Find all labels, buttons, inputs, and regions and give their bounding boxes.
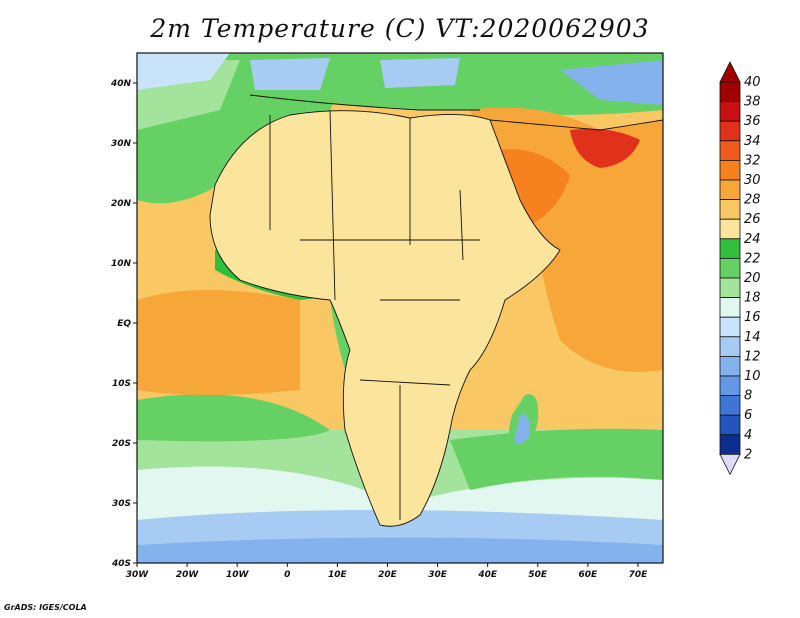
colorbar-label: 28	[744, 193, 761, 208]
colorbar-label: 2	[744, 447, 752, 462]
colorbar-swatch	[719, 140, 741, 161]
colorbar-swatch	[719, 375, 741, 397]
colorbar-top-arrow	[719, 61, 741, 83]
lat-label: 30N	[111, 139, 132, 149]
colorbar-label: 12	[744, 349, 761, 364]
colorbar-swatch	[719, 257, 741, 279]
lon-label: 10W	[226, 570, 250, 580]
colorbar-label: 16	[744, 310, 761, 325]
colorbar-swatch	[719, 414, 741, 436]
colorbar-label: 36	[744, 114, 761, 129]
colorbar-label: 10	[744, 369, 761, 384]
map-title: 2m Temperature (C) VT:2020062903	[150, 14, 650, 43]
lon-label: 20E	[378, 570, 398, 580]
lon-label: 20W	[176, 570, 200, 580]
colorbar-bottom-arrow	[719, 454, 741, 476]
colorbar-swatch	[719, 179, 741, 201]
map-axes: 30W 20W 10W 0 10E 20E 30E 40E 50E 60E 70E 40N 30N 20N…	[110, 79, 648, 580]
colorbar-label: 22	[744, 251, 761, 266]
lon-label: 30E	[428, 570, 448, 580]
lon-label: 40E	[477, 570, 498, 580]
country-borders	[209, 94, 663, 527]
lat-label: 40N	[110, 79, 132, 89]
lat-label: 10S	[112, 379, 131, 389]
lon-label: 0	[284, 570, 290, 580]
credit-label: GrADS: IGES/COLA	[4, 603, 87, 612]
colorbar-label: 30	[744, 173, 761, 188]
colorbar-swatch	[719, 81, 741, 103]
lon-label: 30W	[126, 570, 150, 580]
colorbar-label: 24	[744, 232, 761, 247]
colorbar: 40 38 36 34 32 30 28 26 24 22 20 18 16 14 12 10 8 6 4 2	[719, 61, 761, 476]
colorbar-swatch	[719, 238, 741, 259]
colorbar-swatch	[719, 355, 741, 377]
colorbar-swatch	[719, 218, 741, 240]
lat-label: 30S	[112, 499, 131, 509]
colorbar-swatch	[719, 395, 741, 416]
colorbar-label: 8	[744, 389, 752, 404]
lat-label: 40S	[111, 559, 131, 569]
colorbar-label: 6	[744, 408, 752, 423]
colorbar-swatch	[719, 336, 741, 357]
colorbar-label: 20	[744, 271, 761, 286]
colorbar-swatch	[719, 199, 741, 220]
lat-label: 10N	[111, 259, 132, 269]
colorbar-label: 18	[744, 291, 761, 306]
colorbar-label: 14	[744, 330, 761, 345]
colorbar-swatch	[719, 159, 741, 181]
colorbar-swatch	[719, 297, 741, 318]
lon-label: 70E	[629, 570, 649, 580]
lon-label: 10E	[328, 570, 348, 580]
colorbar-label: 26	[744, 212, 761, 227]
colorbar-swatch	[719, 101, 741, 122]
lon-label: 60E	[579, 570, 599, 580]
colorbar-swatch	[719, 120, 741, 142]
colorbar-label: 40	[744, 75, 761, 90]
lat-label: 20S	[112, 439, 131, 449]
lon-label: 50E	[528, 570, 548, 580]
plot-frame	[136, 52, 664, 564]
colorbar-label: 34	[744, 134, 761, 149]
colorbar-swatch	[719, 277, 741, 299]
lat-label: 20N	[111, 199, 132, 209]
lat-label: EQ	[117, 319, 131, 329]
colorbar-label: 4	[744, 428, 752, 443]
colorbar-swatch	[719, 316, 741, 338]
colorbar-swatch	[719, 434, 741, 455]
colorbar-label: 32	[744, 153, 761, 168]
colorbar-label: 38	[744, 95, 761, 110]
